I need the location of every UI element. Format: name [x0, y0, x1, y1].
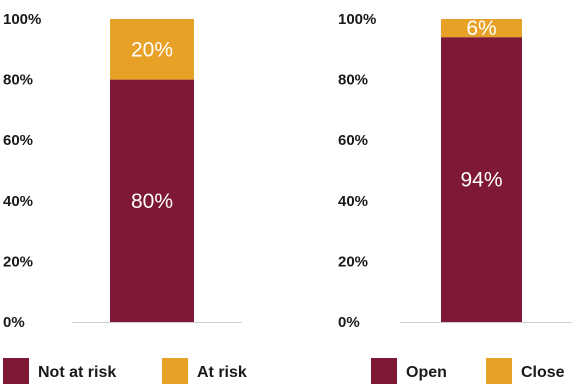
y-tick-label: 0%: [338, 314, 360, 331]
data-label: 20%: [131, 38, 173, 61]
legend-label: Open: [406, 364, 447, 381]
chart-1: 0% 20% 40% 60% 80% 100% 80% 20% Not at risk At ri…: [3, 11, 247, 384]
y-tick-label: 40%: [3, 193, 33, 210]
legend-label: Not at risk: [38, 364, 116, 381]
y-tick-label: 40%: [338, 193, 368, 210]
bar-segment-open: [441, 37, 522, 323]
bar-segment-at-risk: [110, 19, 194, 80]
legend-swatch: [3, 358, 29, 384]
y-tick-label: 100%: [3, 11, 41, 28]
y-tick-label: 60%: [338, 132, 368, 149]
data-label: 80%: [131, 190, 173, 213]
y-tick-label: 0%: [3, 314, 25, 331]
y-tick-label: 20%: [338, 253, 368, 270]
legend-swatch: [486, 358, 512, 384]
y-tick-label: 80%: [338, 72, 368, 89]
legend-swatch: [371, 358, 397, 384]
data-label: 94%: [460, 169, 502, 192]
y-tick-label: 100%: [338, 11, 376, 28]
legend-label: Close: [521, 364, 565, 381]
bar-segment-not-at-risk: [110, 79, 194, 322]
chart-2: 0% 20% 40% 60% 80% 100% 94% 6% Open Close: [338, 11, 572, 384]
y-tick-label: 80%: [3, 72, 33, 89]
y-tick-label: 20%: [3, 253, 33, 270]
y-tick-label: 60%: [3, 132, 33, 149]
legend-swatch: [162, 358, 188, 384]
data-label: 6%: [466, 17, 496, 40]
bar-segment-close: [441, 19, 522, 38]
legend-label: At risk: [197, 364, 247, 381]
